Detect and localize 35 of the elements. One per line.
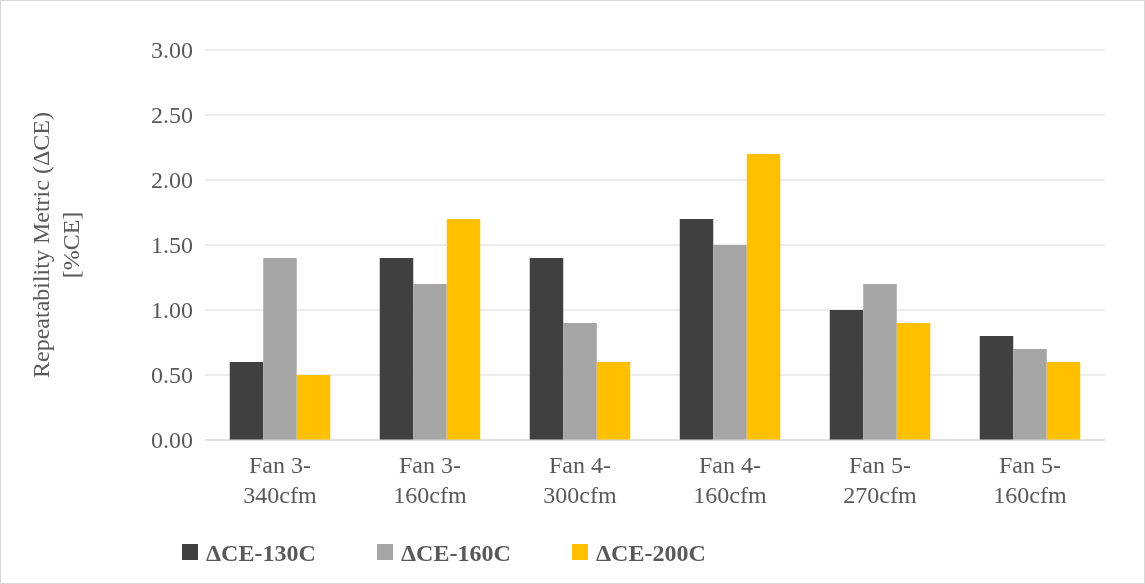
bar xyxy=(263,258,297,440)
y-tick-label: 2.50 xyxy=(151,102,193,129)
x-tick-label: Fan 3-340cfm xyxy=(243,452,317,508)
bar xyxy=(979,336,1014,440)
bar xyxy=(446,219,481,440)
y-tick-label: 1.50 xyxy=(151,232,193,259)
bar xyxy=(413,284,447,440)
x-tick-label: Fan 4-300cfm xyxy=(543,452,617,508)
bar xyxy=(1046,362,1081,440)
y-tick-label: 0.50 xyxy=(151,362,193,389)
y-tick-label: 0.00 xyxy=(151,427,193,454)
y-tick-label: 3.00 xyxy=(151,37,193,64)
x-tick-label: Fan 3-160cfm xyxy=(393,452,467,508)
bar xyxy=(529,258,564,440)
y-tick-label: 1.00 xyxy=(151,297,193,324)
legend-label: ΔCE-130C xyxy=(206,540,316,567)
legend-label: ΔCE-200C xyxy=(596,540,706,567)
x-tick-label: Fan 4-160cfm xyxy=(693,452,767,508)
bar xyxy=(713,245,747,440)
legend-label: ΔCE-160C xyxy=(401,540,511,567)
bar xyxy=(896,323,931,440)
bar xyxy=(596,362,631,440)
y-axis-title: Repeatability Metric (ΔCE) [%CE] xyxy=(28,111,84,379)
bar xyxy=(379,258,414,440)
y-tick-label: 2.00 xyxy=(151,167,193,194)
bar xyxy=(829,310,864,440)
x-tick-label: Fan 5-160cfm xyxy=(993,452,1067,508)
bar xyxy=(229,362,264,440)
bar xyxy=(746,154,781,440)
bar xyxy=(563,323,597,440)
x-tick-label: Fan 5-270cfm xyxy=(843,452,917,508)
bar xyxy=(296,375,331,440)
bar xyxy=(863,284,897,440)
bar xyxy=(1013,349,1047,440)
bar xyxy=(679,219,714,440)
